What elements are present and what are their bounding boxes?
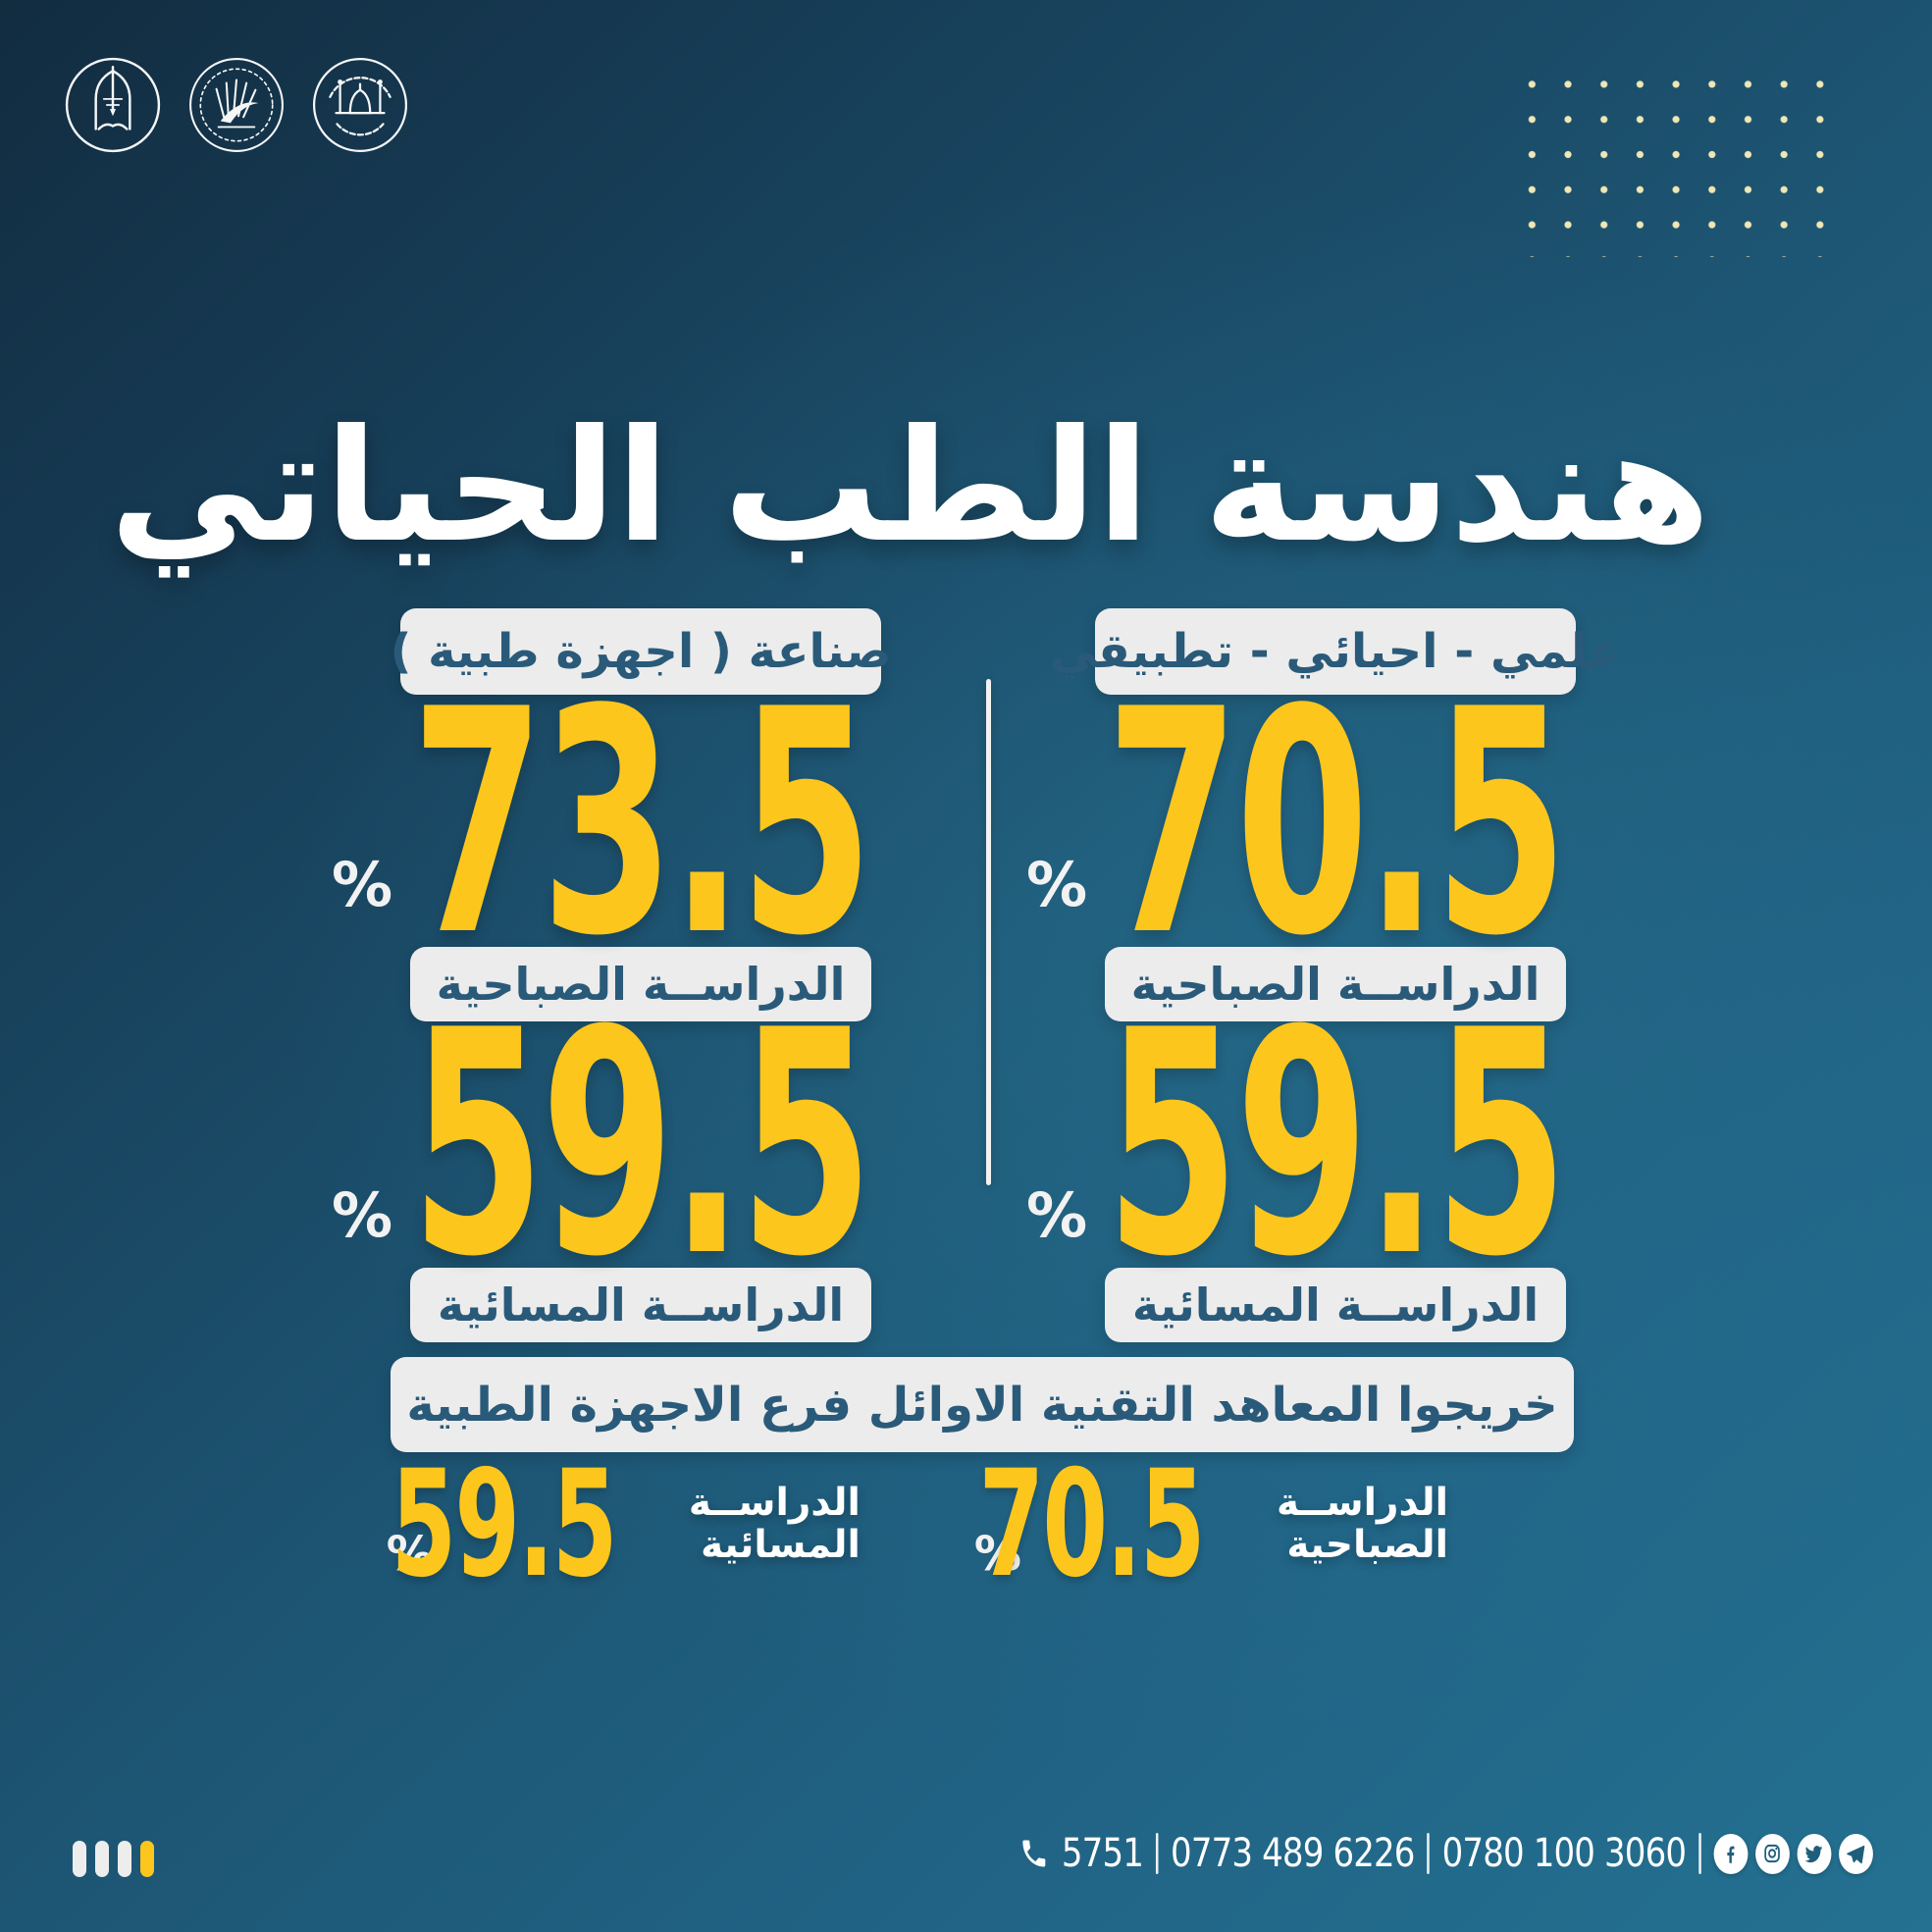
contact-bar: 5751 0773 489 6226 0780 100 3060 [1019,1831,1873,1876]
institute-evening-value-wrap: 59.5 [391,1451,679,1598]
indicator-pill [95,1841,109,1877]
phone-number-2: 0780 100 3060 [1442,1831,1687,1876]
morning-study-label: الدراســة الصباحية [409,947,872,1021]
indicator-pill [118,1841,131,1877]
separator [1427,1833,1431,1874]
ministry-logo-icon [186,55,287,155]
track-label-industrial: صناعة ( اجهزة طبية ) [390,608,892,695]
separator [1156,1833,1159,1874]
separator [1698,1833,1701,1874]
evening-study-label: الدراســة المسائية [1104,1268,1567,1342]
institute-morning-value: 70.5 [978,1439,1205,1610]
institute-morning-value-wrap: 70.5 [978,1451,1267,1598]
morning-rate-block: 73.5 % [332,669,881,978]
shrine-logo-icon [310,55,410,155]
evening-study-label: الدراســة المسائية [409,1268,872,1342]
morning-rate-value: 73.5 [411,644,873,1004]
percent-sign: % [386,1527,434,1582]
institute-evening-value: 59.5 [391,1439,617,1610]
university-logo-icon [63,55,163,155]
phone-short-number: 5751 [1062,1831,1144,1876]
percent-sign: % [332,849,393,920]
column-gap [881,608,1095,1350]
indicator-pill [73,1841,86,1877]
institute-morning-label: الدراســة الصباحية [1276,1481,1448,1567]
page-title: هندسة الطب الحياتي [109,395,1711,577]
column-industrial-track: صناعة ( اجهزة طبية ) 73.5 % الدراســة ال… [332,608,892,1350]
phone-number-1: 0773 489 6226 [1171,1831,1416,1876]
stats-columns: علمي - احيائي - تطبيقي 70.5 % الدراســة … [332,608,1621,1350]
institute-evening-stat: الدراســة المسائية 59.5 % [386,1451,861,1598]
track-label-scientific: علمي - احيائي - تطبيقي [1050,608,1621,695]
percent-sign: % [332,1179,393,1251]
vertical-divider [985,679,991,1185]
indicator-pill-active [140,1841,154,1877]
percent-sign: % [1026,849,1088,920]
evening-rate-block: 59.5 % [1026,990,1576,1299]
evening-rate-block: 59.5 % [332,990,881,1299]
telegram-icon[interactable] [1839,1833,1873,1874]
institute-evening-label: الدراســة المسائية [688,1481,861,1567]
morning-rate-value: 70.5 [1106,644,1568,1004]
dot-grid-decoration [1510,63,1848,257]
header-logos [63,55,410,155]
phone-icon [1022,1840,1046,1867]
institute-morning-stat: الدراســة الصباحية 70.5 % [973,1451,1448,1598]
twitter-icon[interactable] [1797,1833,1832,1874]
instagram-icon[interactable] [1755,1833,1790,1874]
column-scientific-track: علمي - احيائي - تطبيقي 70.5 % الدراســة … [1026,608,1621,1350]
page-indicator-pills [73,1841,154,1877]
evening-rate-value: 59.5 [1106,965,1568,1325]
morning-rate-block: 70.5 % [1026,669,1576,978]
morning-study-label: الدراســة الصباحية [1104,947,1567,1021]
facebook-icon[interactable] [1713,1833,1749,1874]
institute-stats-row: الدراســة الصباحية 70.5 % الدراســة المس… [387,1451,1574,1598]
evening-rate-value: 59.5 [411,965,873,1325]
percent-sign: % [973,1527,1021,1582]
institute-graduates-banner: خريجوا المعاهد التقنية الاوائل فرع الاجه… [391,1357,1574,1452]
social-icons [1713,1833,1873,1874]
percent-sign: % [1026,1179,1088,1251]
